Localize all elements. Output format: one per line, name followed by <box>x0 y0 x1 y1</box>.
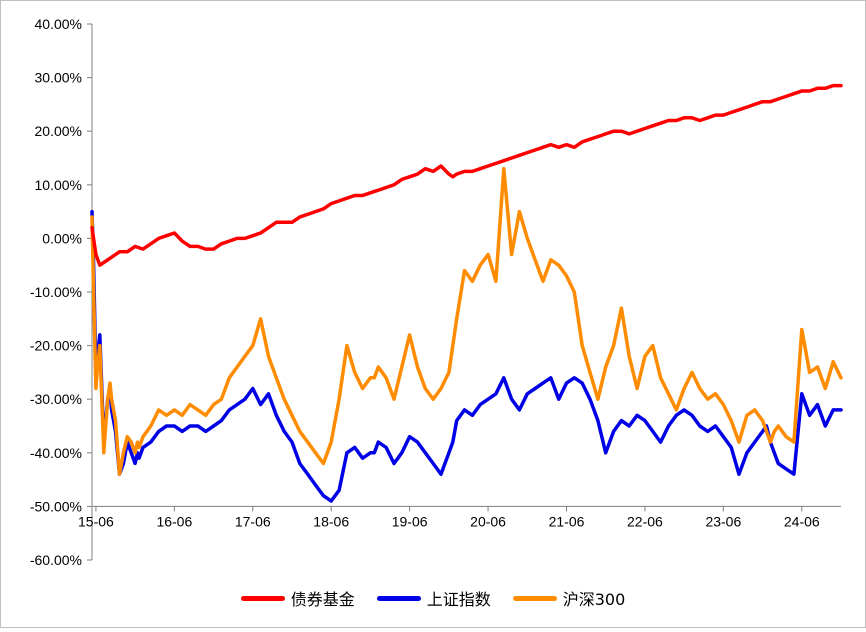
series-line-bond-fund <box>90 83 843 267</box>
x-tick-label: 17-06 <box>235 513 271 529</box>
y-tick-label: -10.00% <box>30 284 82 300</box>
x-tick-label: 16-06 <box>156 513 192 529</box>
series-line-sse-index <box>90 209 843 503</box>
y-tick-label: -60.00% <box>30 552 82 568</box>
y-tick-label: 30.00% <box>35 70 82 86</box>
y-tick-label: -50.00% <box>30 498 82 514</box>
legend-item-csi300: 沪深300 <box>512 586 626 610</box>
legend-label-sse-index: 上证指数 <box>426 590 491 609</box>
y-tick-label: -30.00% <box>30 391 82 407</box>
legend-swatch-csi300 <box>512 595 557 601</box>
legend-label-bond-fund: 债券基金 <box>290 590 355 609</box>
y-tick-label: 0.00% <box>42 230 82 246</box>
y-tick-label: 40.00% <box>35 16 82 32</box>
x-tick-label: 24-06 <box>784 513 820 529</box>
y-tick-label: 20.00% <box>35 123 82 139</box>
x-tick-label: 15-06 <box>78 513 114 529</box>
x-tick-label: 23-06 <box>705 513 741 529</box>
legend-item-sse-index: 上证指数 <box>376 586 491 610</box>
x-tick-label: 18-06 <box>313 513 349 529</box>
y-tick-label: -20.00% <box>30 338 82 354</box>
x-tick-label: 19-06 <box>392 513 428 529</box>
legend-label-csi300: 沪深300 <box>562 590 626 609</box>
legend-swatch-bond-fund <box>240 595 285 601</box>
x-tick-label: 20-06 <box>470 513 506 529</box>
x-tick-label: 22-06 <box>627 513 663 529</box>
legend-item-bond-fund: 债券基金 <box>240 586 355 610</box>
y-tick-label: -40.00% <box>30 445 82 461</box>
x-tick-label: 21-06 <box>549 513 585 529</box>
legend-swatch-sse-index <box>376 595 421 601</box>
y-tick-label: 10.00% <box>35 177 82 193</box>
legend: 债券基金 上证指数 沪深300 <box>0 586 866 610</box>
series-line-csi300 <box>90 166 843 476</box>
